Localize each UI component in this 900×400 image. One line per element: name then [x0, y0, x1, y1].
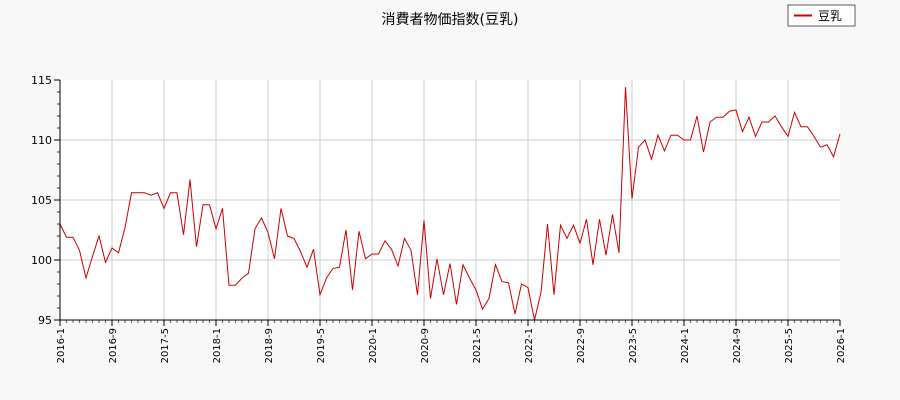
x-tick-label: 2025-5 [784, 328, 795, 363]
series-group [59, 87, 841, 321]
x-tick-label: 2016-1 [56, 328, 67, 363]
y-tick-label: 105 [31, 194, 52, 207]
x-tick-label: 2018-9 [264, 328, 275, 363]
legend-label: 豆乳 [818, 9, 842, 23]
x-tick-label: 2022-1 [524, 328, 535, 363]
x-tick-label: 2019-5 [316, 328, 327, 363]
y-tick-label: 110 [31, 134, 52, 147]
grid-lines [60, 80, 840, 320]
y-tick-label: 115 [31, 74, 52, 87]
x-tick-label: 2022-9 [576, 328, 587, 363]
legend: 豆乳 [787, 4, 856, 27]
series-line [59, 87, 841, 321]
chart-title: 消費者物価指数(豆乳) [382, 12, 519, 28]
x-tick-label: 2017-5 [160, 328, 171, 363]
y-tick-label: 100 [31, 254, 52, 267]
x-tick-label: 2020-9 [420, 328, 431, 363]
x-tick-label: 2023-5 [628, 328, 639, 363]
legend-box [787, 4, 856, 27]
x-tick-label: 2020-1 [368, 328, 379, 363]
x-tick-label: 2016-9 [108, 328, 119, 363]
y-axis-ticks: 95 100 105 110 115 [31, 74, 60, 327]
x-tick-label: 2026-1 [836, 328, 847, 363]
x-axis-ticks: 2016-1 2016-9 2017-5 2018-1 2018-9 2019-5 2020… [56, 320, 847, 363]
x-tick-label: 2018-1 [212, 328, 223, 363]
x-tick-label: 2024-9 [732, 328, 743, 363]
x-tick-label: 2021-5 [472, 328, 483, 363]
x-tick-label: 2024-1 [680, 328, 691, 363]
y-tick-label: 95 [38, 314, 52, 327]
